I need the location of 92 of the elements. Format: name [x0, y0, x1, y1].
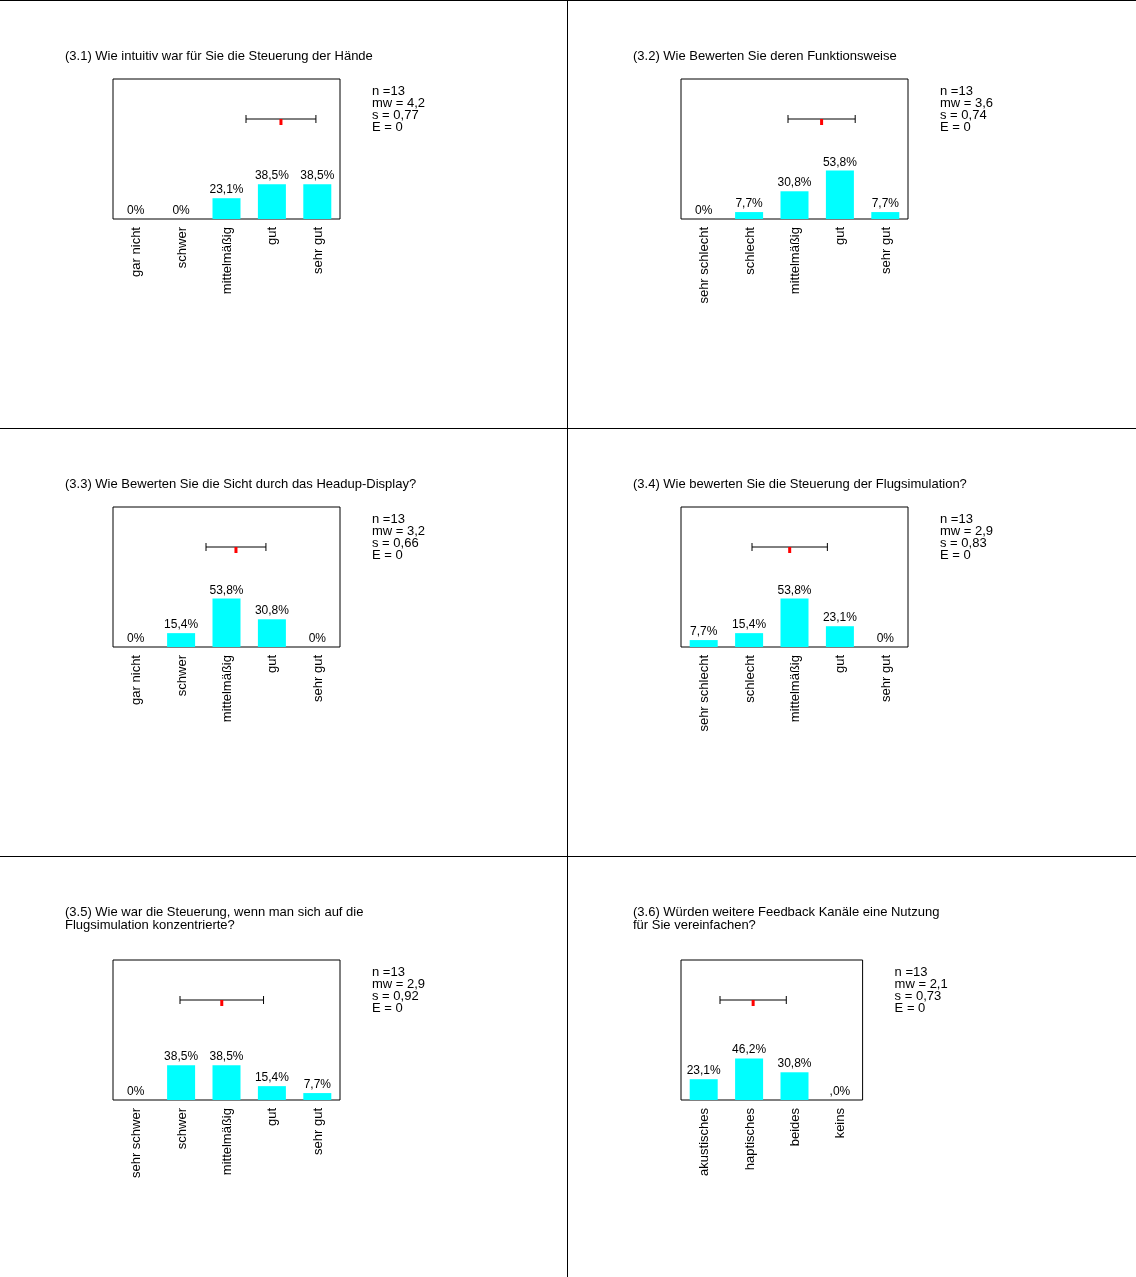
- data-label: 23,1%: [686, 1063, 722, 1078]
- text: n =13: [940, 83, 973, 98]
- x-tick-label: keins: [832, 1107, 848, 1139]
- x-tick-label: sehr schwer: [128, 1107, 144, 1179]
- x-tick-label: sehr gut: [877, 226, 893, 274]
- data-label: 15,4%: [254, 1070, 290, 1085]
- data-label: 38,5%: [254, 168, 290, 183]
- chart-title: (3.3) Wie Bewerten Sie die Sicht durch das Headup-Display?: [65, 476, 417, 491]
- data-label: 30,8%: [777, 175, 812, 190]
- x-tick-label: schwer: [173, 654, 189, 697]
- x-tick-label: gar nicht: [128, 226, 144, 277]
- data-label: 38,5%: [164, 1049, 199, 1064]
- x-tick-label: mittelmäßig: [219, 1108, 234, 1176]
- text: n =13: [940, 511, 973, 526]
- x-tick-label: sehr gut: [309, 226, 325, 274]
- chart-title: (3.6) Würden weitere Feedback Kanäle eine Nutzung für Sie vereinfachen?: [633, 904, 940, 932]
- chart-title: (3.2) Wie Bewerten Sie deren Funktionsweise: [633, 48, 897, 63]
- data-label: 15,4%: [732, 617, 767, 632]
- text: s = 0,66: [372, 535, 419, 550]
- x-tick-label: schwer: [173, 1107, 189, 1150]
- text: s = 0,77: [372, 107, 419, 122]
- bar: [689, 640, 718, 647]
- x-tick-label: akustisches: [696, 1107, 712, 1176]
- x-tick-label: beides: [787, 1107, 802, 1147]
- data-label: 0%: [172, 203, 191, 217]
- x-tick-label: gut: [264, 654, 280, 674]
- text: mw = 3,2: [372, 523, 426, 538]
- data-label: 30,8%: [777, 1056, 812, 1071]
- x-tick-label: mittelmäßig: [219, 227, 234, 295]
- x-tick-label: schlecht: [741, 654, 757, 703]
- data-label: 38,5%: [209, 1049, 244, 1064]
- x-tick-label: gut: [832, 654, 848, 674]
- text: E = 0: [372, 119, 403, 134]
- text: s = 0,73: [894, 988, 942, 1003]
- data-label: 0%: [127, 1084, 145, 1098]
- text: mw = 2,9: [372, 976, 426, 991]
- data-label: 46,2%: [732, 1042, 767, 1057]
- data-label: 53,8%: [209, 582, 244, 597]
- text: mw = 3,6: [940, 95, 994, 110]
- x-tick-label: sehr gut: [877, 654, 893, 702]
- data-label: 0%: [308, 631, 327, 645]
- text: E = 0: [940, 547, 971, 562]
- data-label: 0%: [695, 203, 713, 217]
- x-tick-label: schwer: [173, 226, 189, 269]
- data-label: 7,7%: [735, 196, 764, 211]
- x-tick-label: schlecht: [741, 226, 757, 275]
- x-tick-label: sehr schlecht: [696, 654, 712, 732]
- text: E = 0: [894, 1000, 926, 1015]
- text: E = 0: [372, 547, 403, 562]
- text: s = 0,92: [372, 988, 419, 1003]
- data-label: 53,8%: [822, 154, 858, 169]
- x-tick-label: haptisches: [741, 1107, 757, 1171]
- text: n =13: [372, 511, 405, 526]
- bar: [780, 598, 809, 647]
- text: n =13: [372, 964, 405, 979]
- text: n =13: [894, 964, 928, 979]
- text: mw = 2,1: [894, 976, 948, 991]
- x-tick-label: sehr gut: [309, 1107, 325, 1155]
- x-tick-label: gut: [264, 1107, 280, 1127]
- chart-title: (3.1) Wie intuitiv war für Sie die Steuerung der Hände: [65, 48, 373, 63]
- data-label: ,0%: [829, 1084, 851, 1098]
- data-label: 53,8%: [777, 582, 812, 597]
- data-label: 7,7%: [303, 1077, 332, 1092]
- text: s = 0,74: [940, 107, 987, 122]
- x-tick-label: mittelmäßig: [219, 655, 234, 723]
- text: mw = 2,9: [940, 523, 994, 538]
- data-label: 23,1%: [209, 182, 244, 197]
- data-label: 15,4%: [164, 617, 199, 632]
- bar: [825, 626, 854, 647]
- data-label: 38,5%: [300, 168, 335, 183]
- data-label: 30,8%: [254, 603, 290, 618]
- text: s = 0,83: [940, 535, 987, 550]
- chart-title: (3.5) Wie war die Steuerung, wenn man sich auf die Flugsimulation konzentrierte?: [65, 904, 364, 932]
- data-label: 7,7%: [690, 624, 718, 639]
- data-label: 0%: [127, 631, 145, 645]
- x-tick-label: gut: [832, 226, 848, 246]
- data-label: 0%: [127, 203, 145, 217]
- x-tick-label: gar nicht: [128, 654, 144, 705]
- data-label: 0%: [876, 631, 895, 645]
- text: E = 0: [940, 119, 971, 134]
- text: n =13: [372, 83, 405, 98]
- bar: [735, 633, 764, 647]
- x-tick-label: sehr schlecht: [696, 226, 712, 304]
- x-tick-label: mittelmäßig: [787, 227, 802, 295]
- chart-title: (3.4) Wie bewerten Sie die Steuerung der Flugsimulation?: [633, 476, 967, 491]
- data-label: 23,1%: [822, 610, 858, 625]
- text: mw = 4,2: [372, 95, 426, 110]
- data-label: 7,7%: [871, 196, 900, 211]
- text: E = 0: [372, 1000, 403, 1015]
- x-tick-label: gut: [264, 226, 280, 246]
- x-tick-label: sehr gut: [309, 654, 325, 702]
- x-tick-label: mittelmäßig: [787, 655, 802, 723]
